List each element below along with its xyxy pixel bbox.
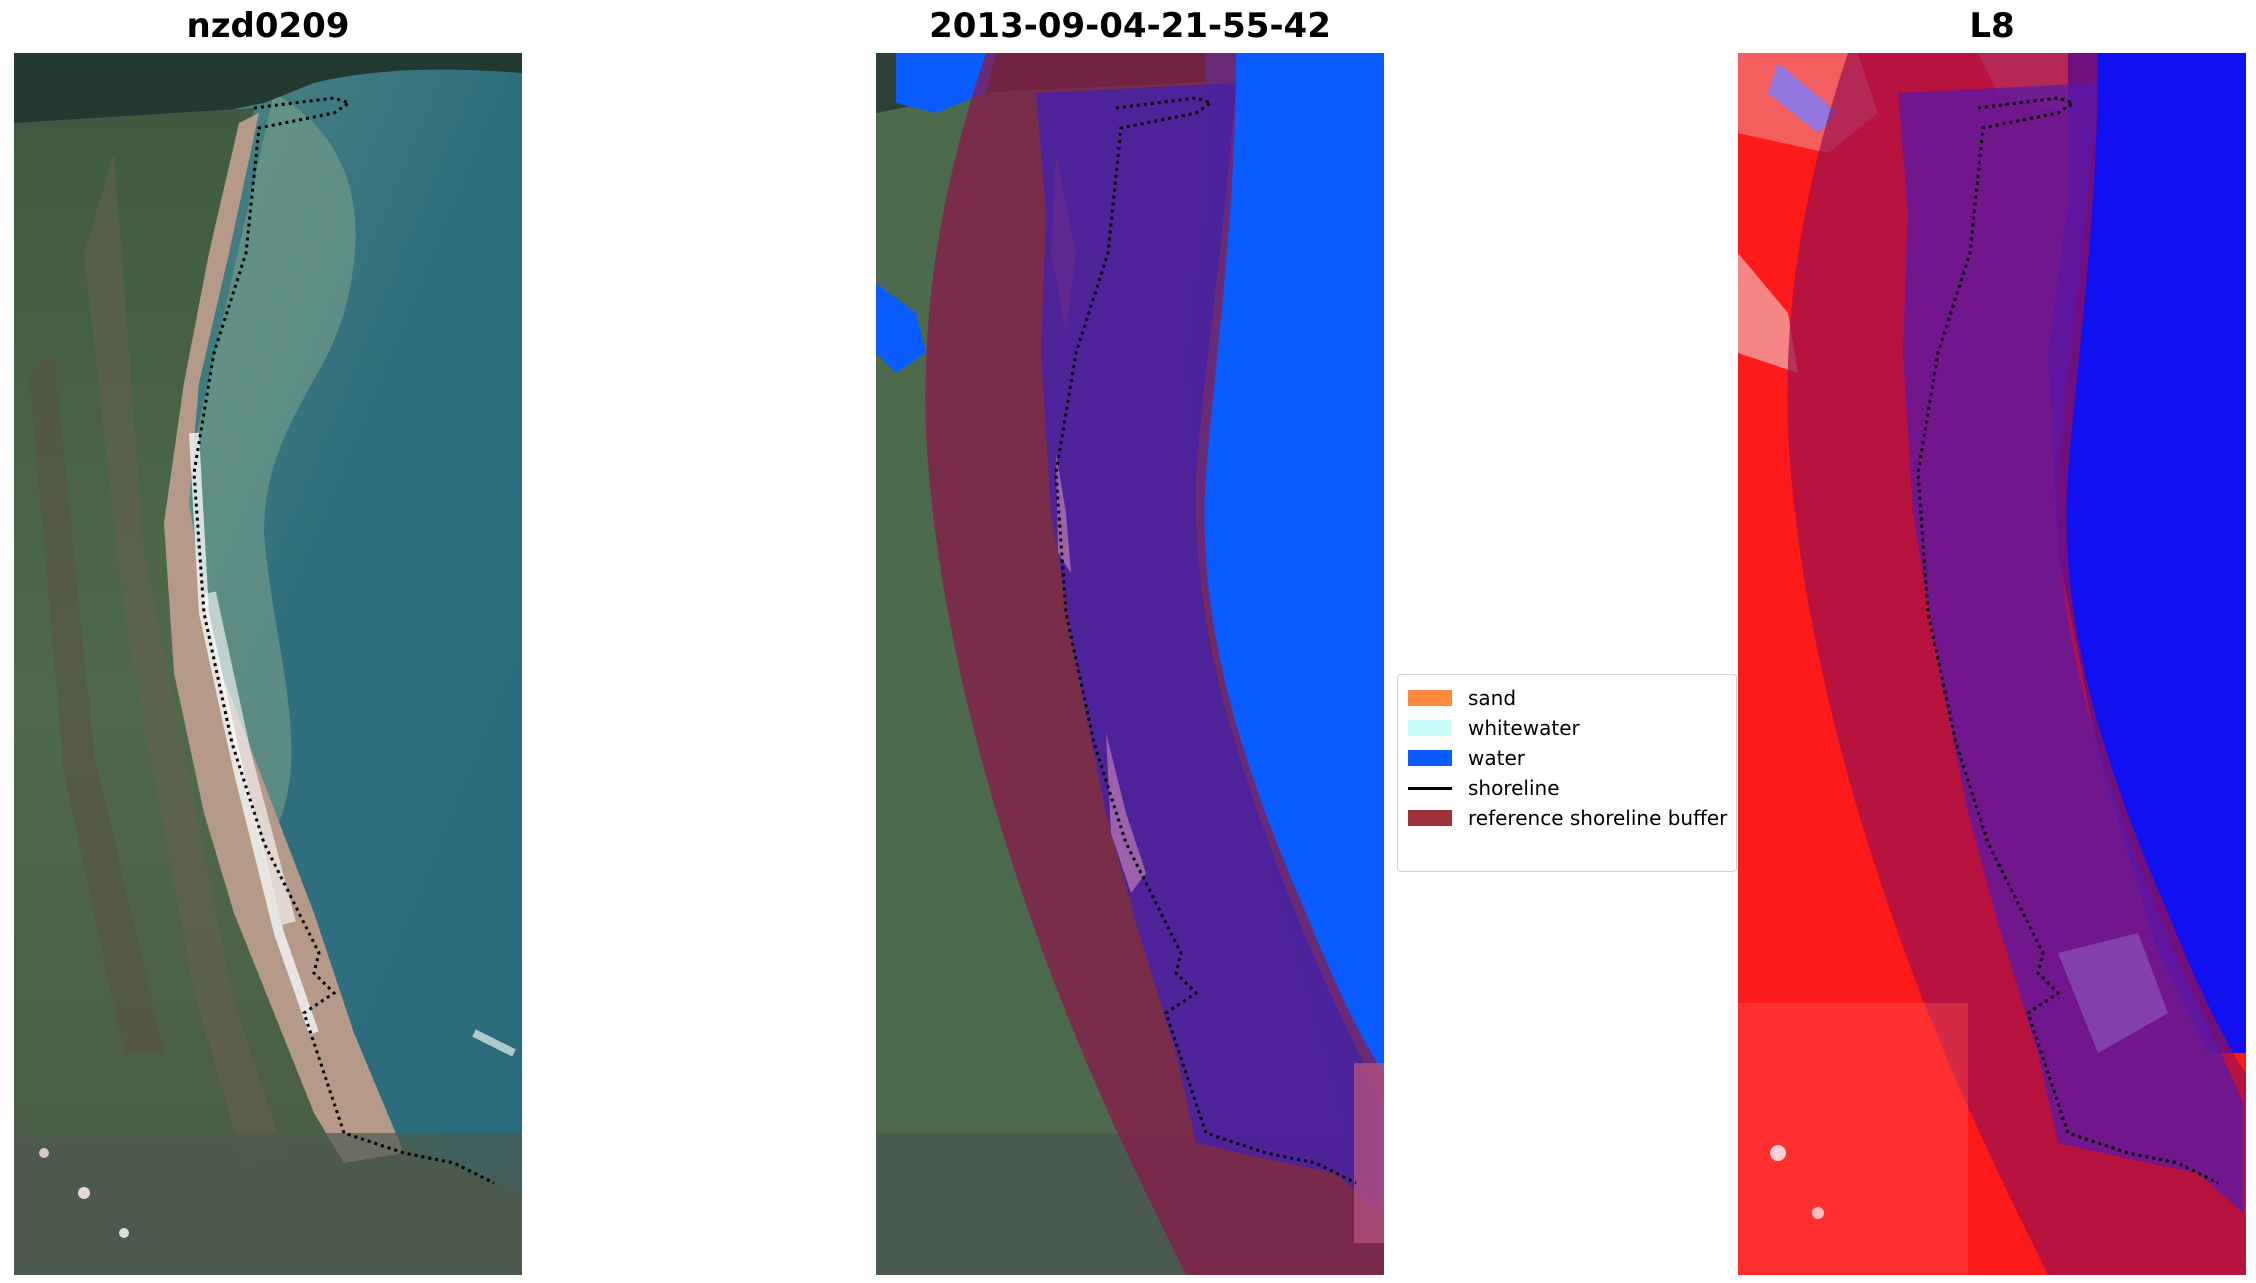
rgb-satellite-image (14, 53, 522, 1275)
panel-title-classified: 2013-09-04-21-55-42 (929, 6, 1331, 46)
index-image-panel (1738, 53, 2246, 1275)
legend-item-whitewater: whitewater (1408, 713, 1580, 743)
panel-title-index: L8 (1969, 6, 2015, 46)
buffer-swatch (1408, 810, 1452, 826)
legend-label: sand (1468, 686, 1517, 710)
legend-label: whitewater (1468, 716, 1580, 740)
classified-image-panel (876, 53, 1384, 1275)
rgb-image-panel (14, 53, 522, 1275)
legend-item-water: water (1408, 743, 1525, 773)
legend-item-shoreline: shoreline (1408, 773, 1560, 803)
panel-title-rgb: nzd0209 (186, 6, 350, 46)
sand-swatch (1408, 690, 1452, 706)
whitewater-swatch (1408, 720, 1452, 736)
legend-item-buffer: reference shoreline buffer (1408, 803, 1727, 833)
legend-item-sand: sand (1408, 683, 1516, 713)
legend: sand whitewater water shoreline referenc… (1397, 674, 1737, 872)
shoreline-line-swatch (1408, 786, 1452, 790)
legend-label: water (1468, 746, 1525, 770)
legend-label: shoreline (1468, 776, 1560, 800)
shoreline-line (192, 96, 495, 1185)
legend-label: reference shoreline buffer (1468, 806, 1728, 830)
classified-image (876, 53, 1384, 1275)
index-image (1738, 53, 2246, 1275)
water-class-region (1186, 53, 1384, 1203)
water-swatch (1408, 750, 1452, 766)
